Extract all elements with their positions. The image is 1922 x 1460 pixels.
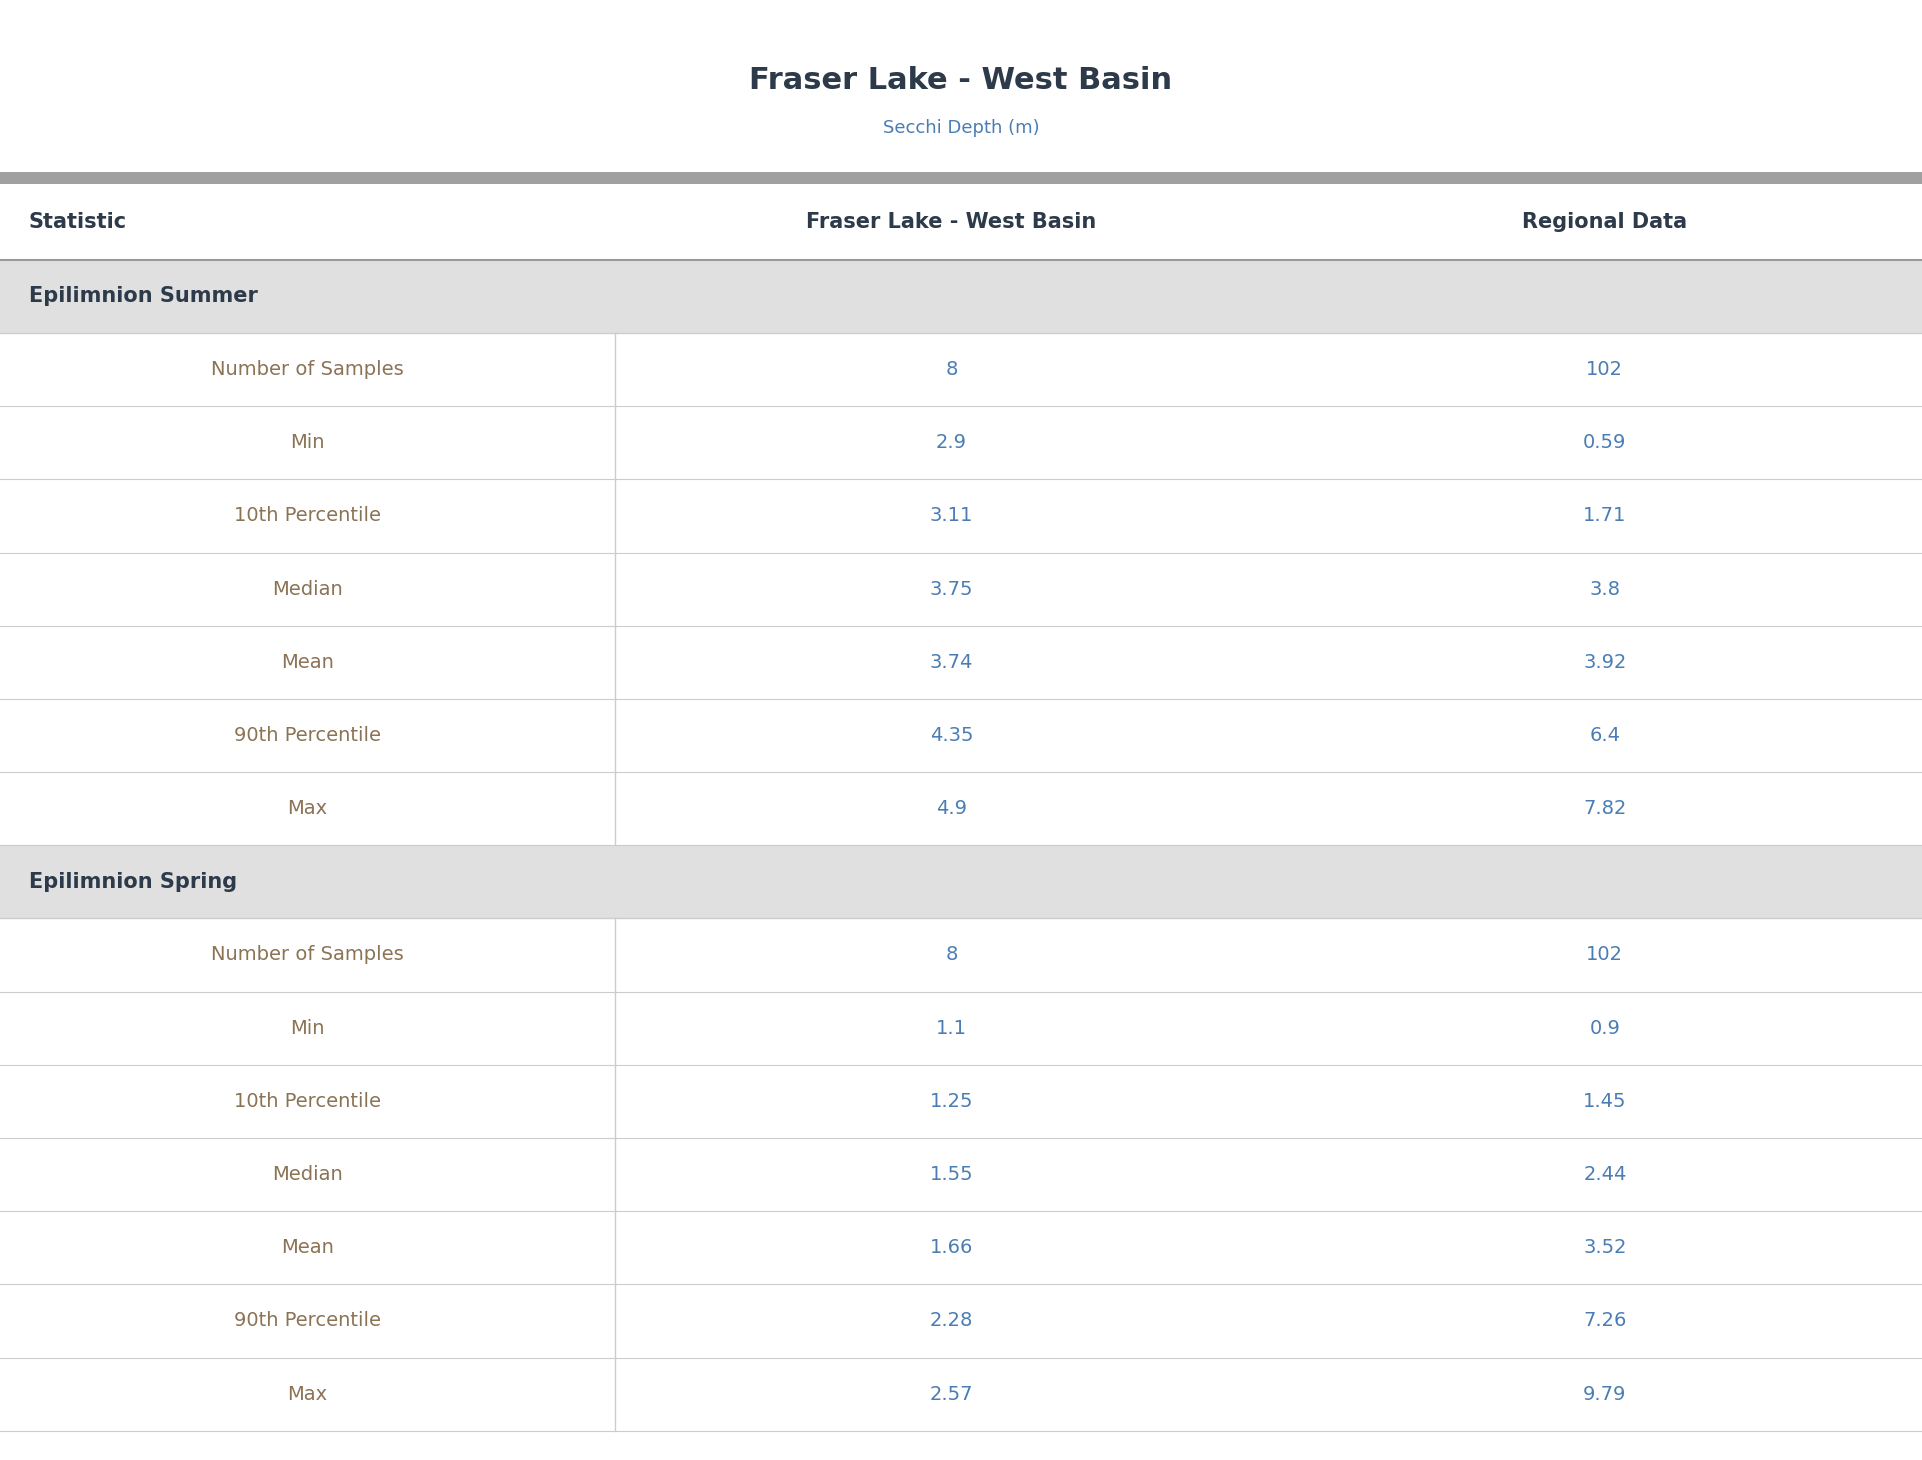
Text: 0.59: 0.59 (1584, 434, 1626, 453)
Text: Median: Median (273, 1165, 342, 1184)
Text: 102: 102 (1586, 946, 1624, 965)
Text: 3.8: 3.8 (1589, 580, 1620, 599)
Text: Min: Min (290, 1019, 325, 1038)
Text: Fraser Lake - West Basin: Fraser Lake - West Basin (750, 66, 1172, 95)
Text: 3.52: 3.52 (1584, 1238, 1626, 1257)
Text: Epilimnion Summer: Epilimnion Summer (29, 286, 258, 307)
Text: 2.28: 2.28 (930, 1311, 973, 1330)
Bar (0, 172, 1922, 184)
Text: 4.9: 4.9 (936, 799, 967, 818)
Text: 3.11: 3.11 (930, 507, 973, 526)
Text: 3.75: 3.75 (930, 580, 973, 599)
Text: 1.66: 1.66 (930, 1238, 973, 1257)
Bar (0, 626, 1922, 699)
Text: 1.71: 1.71 (1584, 507, 1626, 526)
Bar (0, 1137, 1922, 1212)
Text: 9.79: 9.79 (1584, 1384, 1626, 1403)
Bar (0, 260, 1922, 333)
Bar (0, 406, 1922, 479)
Bar (0, 991, 1922, 1064)
Text: Min: Min (290, 434, 325, 453)
Text: 8: 8 (946, 361, 957, 380)
Text: 7.82: 7.82 (1584, 799, 1626, 818)
Text: 90th Percentile: 90th Percentile (234, 726, 381, 745)
Bar (0, 333, 1922, 406)
Text: 0.9: 0.9 (1589, 1019, 1620, 1038)
Bar (0, 772, 1922, 845)
Text: Fraser Lake - West Basin: Fraser Lake - West Basin (805, 212, 1097, 232)
Text: 6.4: 6.4 (1589, 726, 1620, 745)
Text: 1.1: 1.1 (936, 1019, 967, 1038)
Text: 10th Percentile: 10th Percentile (234, 507, 381, 526)
Text: Regional Data: Regional Data (1522, 212, 1688, 232)
Text: 7.26: 7.26 (1584, 1311, 1626, 1330)
Text: Number of Samples: Number of Samples (211, 361, 404, 380)
Text: Median: Median (273, 580, 342, 599)
Text: Statistic: Statistic (29, 212, 127, 232)
Bar (0, 184, 1922, 260)
Bar (0, 699, 1922, 772)
Text: Max: Max (288, 799, 327, 818)
Text: 3.74: 3.74 (930, 653, 973, 672)
Bar (0, 1064, 1922, 1137)
Bar (0, 1285, 1922, 1358)
Text: Number of Samples: Number of Samples (211, 946, 404, 965)
Text: 4.35: 4.35 (930, 726, 973, 745)
Bar (0, 1358, 1922, 1431)
Text: 2.57: 2.57 (930, 1384, 973, 1403)
Text: Mean: Mean (281, 653, 334, 672)
Bar (0, 479, 1922, 552)
Text: 90th Percentile: 90th Percentile (234, 1311, 381, 1330)
Text: 10th Percentile: 10th Percentile (234, 1092, 381, 1111)
Text: Epilimnion Spring: Epilimnion Spring (29, 872, 236, 892)
Text: 8: 8 (946, 946, 957, 965)
Bar (0, 1212, 1922, 1285)
Text: Secchi Depth (m): Secchi Depth (m) (882, 120, 1040, 137)
Text: 3.92: 3.92 (1584, 653, 1626, 672)
Text: Mean: Mean (281, 1238, 334, 1257)
Text: 102: 102 (1586, 361, 1624, 380)
Bar (0, 918, 1922, 991)
Text: 1.55: 1.55 (930, 1165, 973, 1184)
Bar (0, 552, 1922, 626)
Bar (0, 845, 1922, 918)
Text: Max: Max (288, 1384, 327, 1403)
Text: 2.44: 2.44 (1584, 1165, 1626, 1184)
Text: 2.9: 2.9 (936, 434, 967, 453)
Text: 1.25: 1.25 (930, 1092, 973, 1111)
Text: 1.45: 1.45 (1584, 1092, 1626, 1111)
